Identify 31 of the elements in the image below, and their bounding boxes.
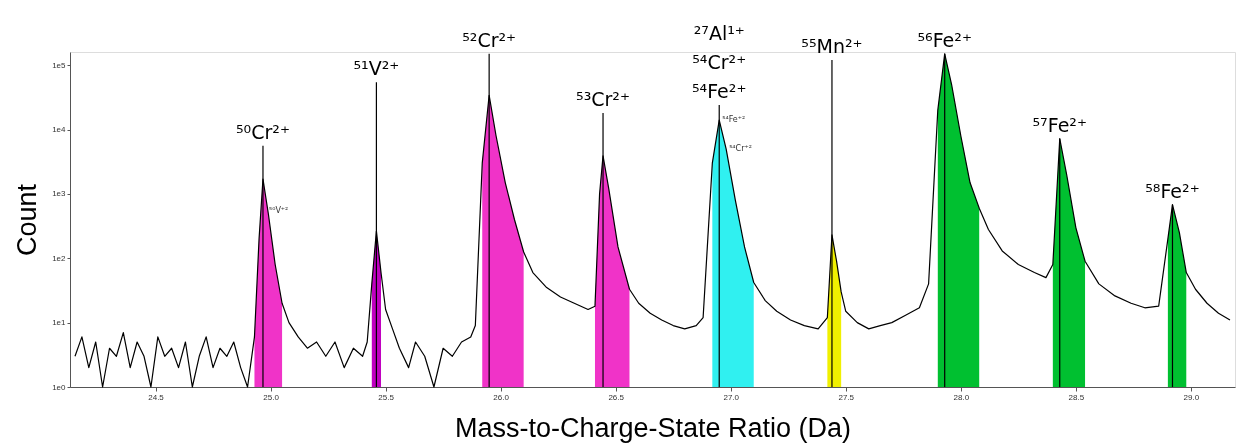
x-tick-label: 28.5 (1068, 392, 1085, 402)
data-label: ⁵¹V²⁺ (353, 57, 400, 80)
annotation: ⁵⁰V⁺² (268, 206, 289, 216)
y-tick-label: 1e0 (52, 382, 67, 392)
x-tick-label: 25.0 (263, 392, 280, 402)
x-tick-label: 27.0 (723, 392, 740, 402)
x-tick-label: 26.5 (608, 392, 625, 402)
x-tick-label: 24.5 (148, 392, 165, 402)
x-tick-label: 29.0 (1183, 392, 1200, 402)
x-tick-label: 26.0 (493, 392, 510, 402)
data-label: ⁵⁶Fe²⁺ (917, 28, 972, 51)
y-tick-label: 1e5 (52, 60, 67, 70)
y-axis-title: Count (12, 183, 43, 257)
x-tick-label: 27.5 (838, 392, 855, 402)
y-tick-label: 1e3 (52, 189, 67, 199)
annotation: ⁵⁴Fe⁺² (722, 115, 746, 125)
data-label: ⁵³Cr²⁺ (576, 88, 631, 111)
data-label: ⁵⁰Cr²⁺ (235, 120, 290, 143)
y-tick-label: 1e4 (52, 125, 67, 135)
data-label: ⁵²Cr²⁺ (462, 28, 517, 51)
line-series (74, 53, 1231, 388)
text: ²⁷Al¹⁺ ⁵⁴Cr²⁺ ⁵⁴Fe²⁺ (691, 22, 747, 103)
data-label: ⁵⁸Fe²⁺ (1145, 179, 1200, 202)
y-tick-label: 1e2 (52, 253, 67, 263)
data-label: ⁵⁷Fe²⁺ (1032, 113, 1087, 136)
y-tick-label: 1e1 (52, 318, 67, 328)
x-tick-label: 28.0 (953, 392, 970, 402)
annotation: ⁵⁴Cr⁺² (729, 143, 752, 153)
x-axis-title: Mass-to-Charge-State Ratio (Da) (454, 412, 852, 443)
x-tick-label: 25.5 (378, 392, 395, 402)
data-label: ⁵⁵Mn²⁺ (801, 35, 863, 58)
